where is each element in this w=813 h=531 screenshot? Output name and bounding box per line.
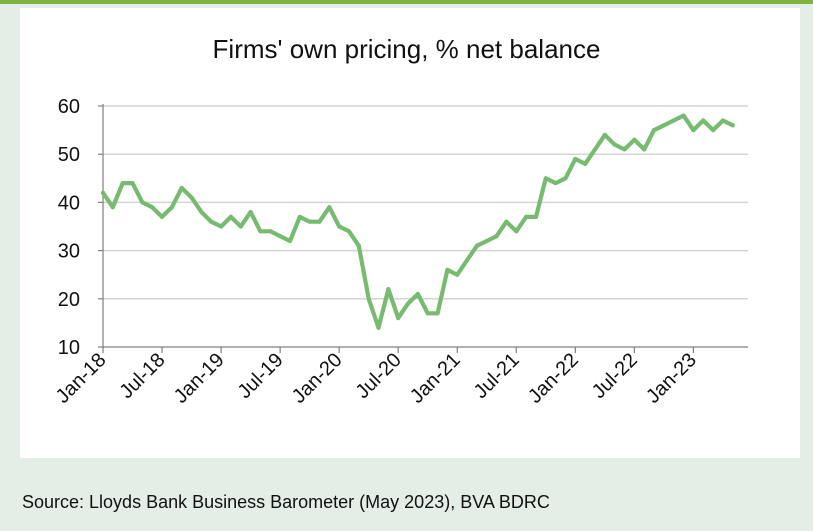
data-point — [524, 214, 529, 219]
x-tick-label: Jan-21 — [406, 349, 465, 408]
data-point — [209, 219, 214, 224]
data-point — [297, 214, 302, 219]
data-point — [366, 296, 371, 301]
y-tick-labels: 10 20 30 40 50 60 — [58, 96, 80, 359]
data-point — [159, 214, 165, 219]
data-point — [396, 315, 401, 321]
data-point — [701, 118, 706, 123]
data-point — [563, 176, 568, 181]
data-point — [189, 195, 194, 200]
x-tick-label: Jul-22 — [588, 349, 642, 403]
data-point — [553, 181, 558, 186]
data-point — [415, 291, 420, 297]
data-point — [238, 224, 243, 229]
data-point — [622, 147, 627, 152]
data-point — [681, 113, 686, 118]
y-tick-label: 20 — [58, 289, 80, 311]
data-point — [110, 205, 115, 210]
series-layer — [100, 113, 735, 330]
data-point — [514, 229, 519, 234]
x-tick-label: Jul-21 — [470, 349, 524, 403]
x-tick-label: Jan-22 — [524, 349, 583, 408]
y-tick-label: 10 — [58, 337, 80, 359]
data-point — [278, 234, 283, 239]
data-point — [327, 205, 332, 210]
x-tick-label: Jan-23 — [642, 349, 701, 408]
data-point — [268, 229, 273, 234]
x-tick-label: Jan-19 — [170, 349, 229, 408]
data-point — [661, 123, 666, 128]
gridlines — [103, 105, 748, 300]
data-point — [435, 311, 440, 316]
x-tick-labels: Jan-18 Jul-18 Jan-19 Jul-19 Jan-20 Jul-20 Jan-… — [52, 349, 701, 408]
data-point — [642, 147, 647, 152]
data-point — [425, 311, 430, 316]
data-point — [632, 137, 637, 142]
data-point — [592, 147, 598, 152]
data-point — [474, 243, 480, 248]
data-point — [120, 181, 125, 186]
y-tick-label: 40 — [58, 192, 80, 214]
y-tick-label: 60 — [58, 96, 80, 118]
data-point — [504, 219, 509, 224]
data-point — [651, 128, 657, 133]
data-point — [287, 238, 293, 244]
data-point — [140, 200, 145, 205]
x-tick-label: Jul-18 — [115, 349, 169, 403]
data-point — [602, 132, 607, 138]
data-point — [258, 229, 263, 234]
data-point — [464, 258, 470, 263]
data-point — [130, 181, 135, 186]
x-tick-label: Jul-19 — [234, 349, 288, 403]
data-point — [169, 205, 174, 210]
data-point — [583, 161, 588, 166]
x-tick-label: Jul-20 — [352, 349, 406, 403]
data-point — [248, 209, 253, 215]
data-point — [346, 229, 352, 234]
data-point — [100, 190, 106, 195]
data-point — [307, 219, 312, 224]
data-point — [445, 267, 450, 272]
data-point — [720, 118, 726, 123]
y-tick-label: 30 — [58, 241, 80, 263]
data-point — [573, 156, 578, 162]
source-note: Source: Lloyds Bank Business Barometer (… — [22, 492, 550, 512]
data-point — [405, 301, 411, 306]
data-point — [376, 325, 381, 330]
data-point — [730, 123, 735, 128]
data-point — [612, 142, 617, 147]
data-point — [199, 209, 204, 215]
chart-title: Firms' own pricing, % net balance — [212, 34, 601, 64]
data-point — [218, 224, 224, 229]
top-accent-rule — [0, 0, 813, 4]
y-tick-label: 50 — [58, 144, 80, 166]
data-point — [543, 176, 548, 181]
data-point — [691, 128, 696, 133]
data-point — [455, 272, 460, 277]
chart-panel — [20, 8, 800, 458]
data-point — [386, 287, 391, 292]
data-point — [179, 185, 184, 191]
data-point — [317, 219, 322, 224]
x-tick-label: Jan-20 — [288, 349, 347, 408]
data-point — [228, 214, 234, 219]
data-point — [150, 205, 155, 210]
data-point — [484, 238, 489, 244]
data-point — [494, 234, 499, 239]
data-point — [533, 214, 539, 219]
axes — [98, 104, 748, 353]
data-point — [337, 224, 342, 229]
data-point — [710, 128, 716, 133]
data-point — [671, 118, 676, 123]
data-point — [356, 243, 361, 248]
